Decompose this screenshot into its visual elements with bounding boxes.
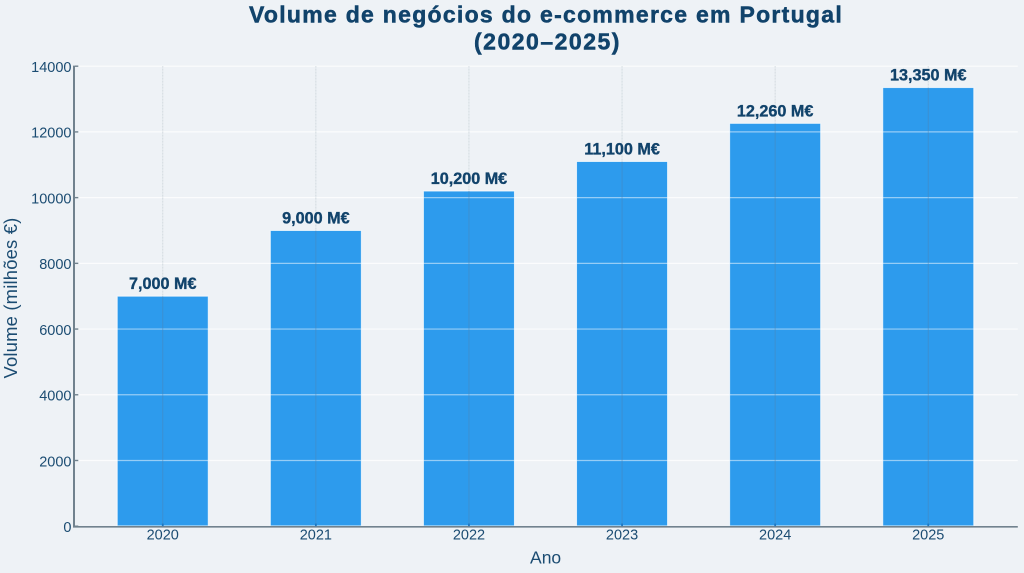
svg-text:2024: 2024 — [759, 528, 791, 544]
svg-text:Volume de negócios do e-commer: Volume de negócios do e-commerce em Port… — [249, 2, 843, 28]
svg-text:12,260 M€: 12,260 M€ — [737, 102, 814, 120]
svg-text:2025: 2025 — [912, 528, 944, 544]
svg-text:14000: 14000 — [31, 60, 71, 76]
svg-text:2023: 2023 — [606, 528, 638, 544]
svg-text:7,000 M€: 7,000 M€ — [129, 275, 197, 293]
svg-text:10,200 M€: 10,200 M€ — [431, 170, 508, 188]
svg-text:Volume (milhões €): Volume (milhões €) — [0, 217, 21, 378]
svg-text:4000: 4000 — [39, 389, 71, 405]
svg-text:10000: 10000 — [31, 191, 71, 207]
svg-text:9,000 M€: 9,000 M€ — [282, 209, 350, 227]
svg-text:0: 0 — [63, 520, 71, 536]
svg-text:2020: 2020 — [147, 528, 179, 544]
svg-text:2000: 2000 — [39, 454, 71, 470]
svg-text:(2020–2025): (2020–2025) — [474, 28, 621, 54]
svg-text:13,350 M€: 13,350 M€ — [890, 67, 967, 85]
svg-text:Ano: Ano — [530, 548, 561, 568]
svg-text:2021: 2021 — [300, 528, 332, 544]
svg-text:12000: 12000 — [31, 126, 71, 142]
svg-text:11,100 M€: 11,100 M€ — [584, 140, 660, 158]
svg-text:8000: 8000 — [39, 257, 71, 273]
svg-text:2022: 2022 — [453, 528, 485, 544]
svg-text:6000: 6000 — [39, 323, 71, 339]
